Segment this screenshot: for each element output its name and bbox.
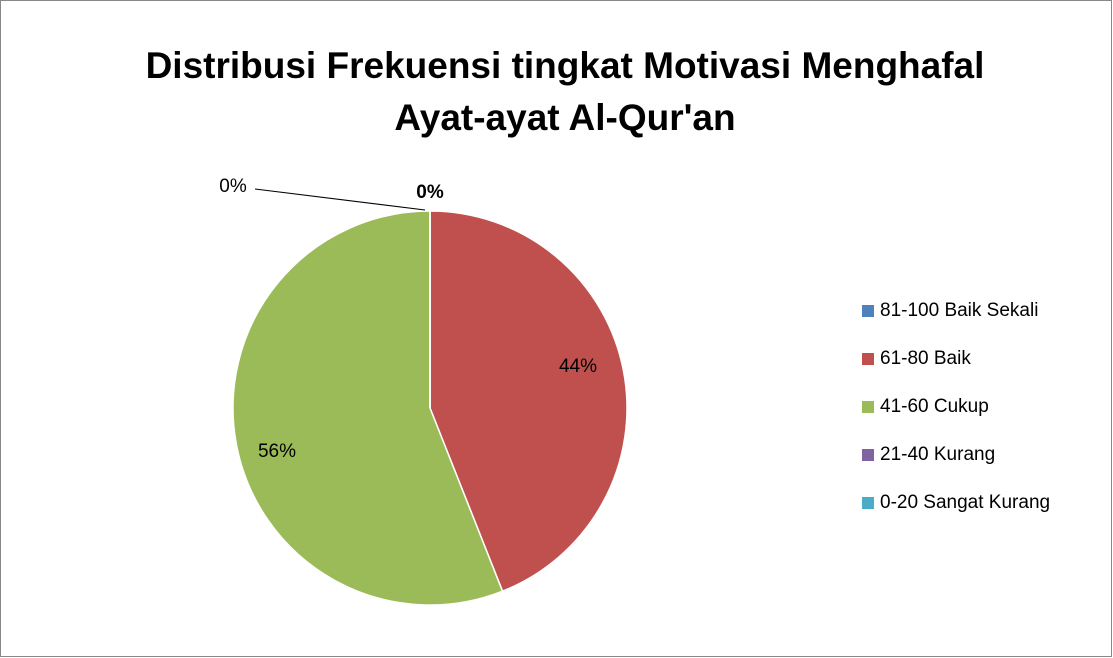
- leader-line: [254, 188, 426, 211]
- legend-label: 21-40 Kurang: [880, 444, 995, 465]
- legend-label: 41-60 Cukup: [880, 396, 989, 417]
- data-label: 44%: [559, 356, 597, 377]
- data-label: 56%: [258, 441, 296, 462]
- legend-label: 0-20 Sangat Kurang: [880, 492, 1050, 513]
- legend-swatch: [862, 305, 874, 317]
- pie-slice: [429, 210, 628, 593]
- legend-swatch: [862, 353, 874, 365]
- chart-title: Distribusi Frekuensi tingkat Motivasi Me…: [145, 45, 985, 138]
- legend-swatch: [862, 497, 874, 509]
- legend-label: 81-100 Baik Sekali: [880, 300, 1038, 321]
- data-label: 0%: [416, 182, 444, 203]
- pie-slice: [232, 210, 504, 606]
- legend-label: 61-80 Baik: [880, 348, 971, 369]
- legend-swatch: [862, 401, 874, 413]
- legend-swatch: [862, 449, 874, 461]
- data-label: 0%: [219, 176, 247, 197]
